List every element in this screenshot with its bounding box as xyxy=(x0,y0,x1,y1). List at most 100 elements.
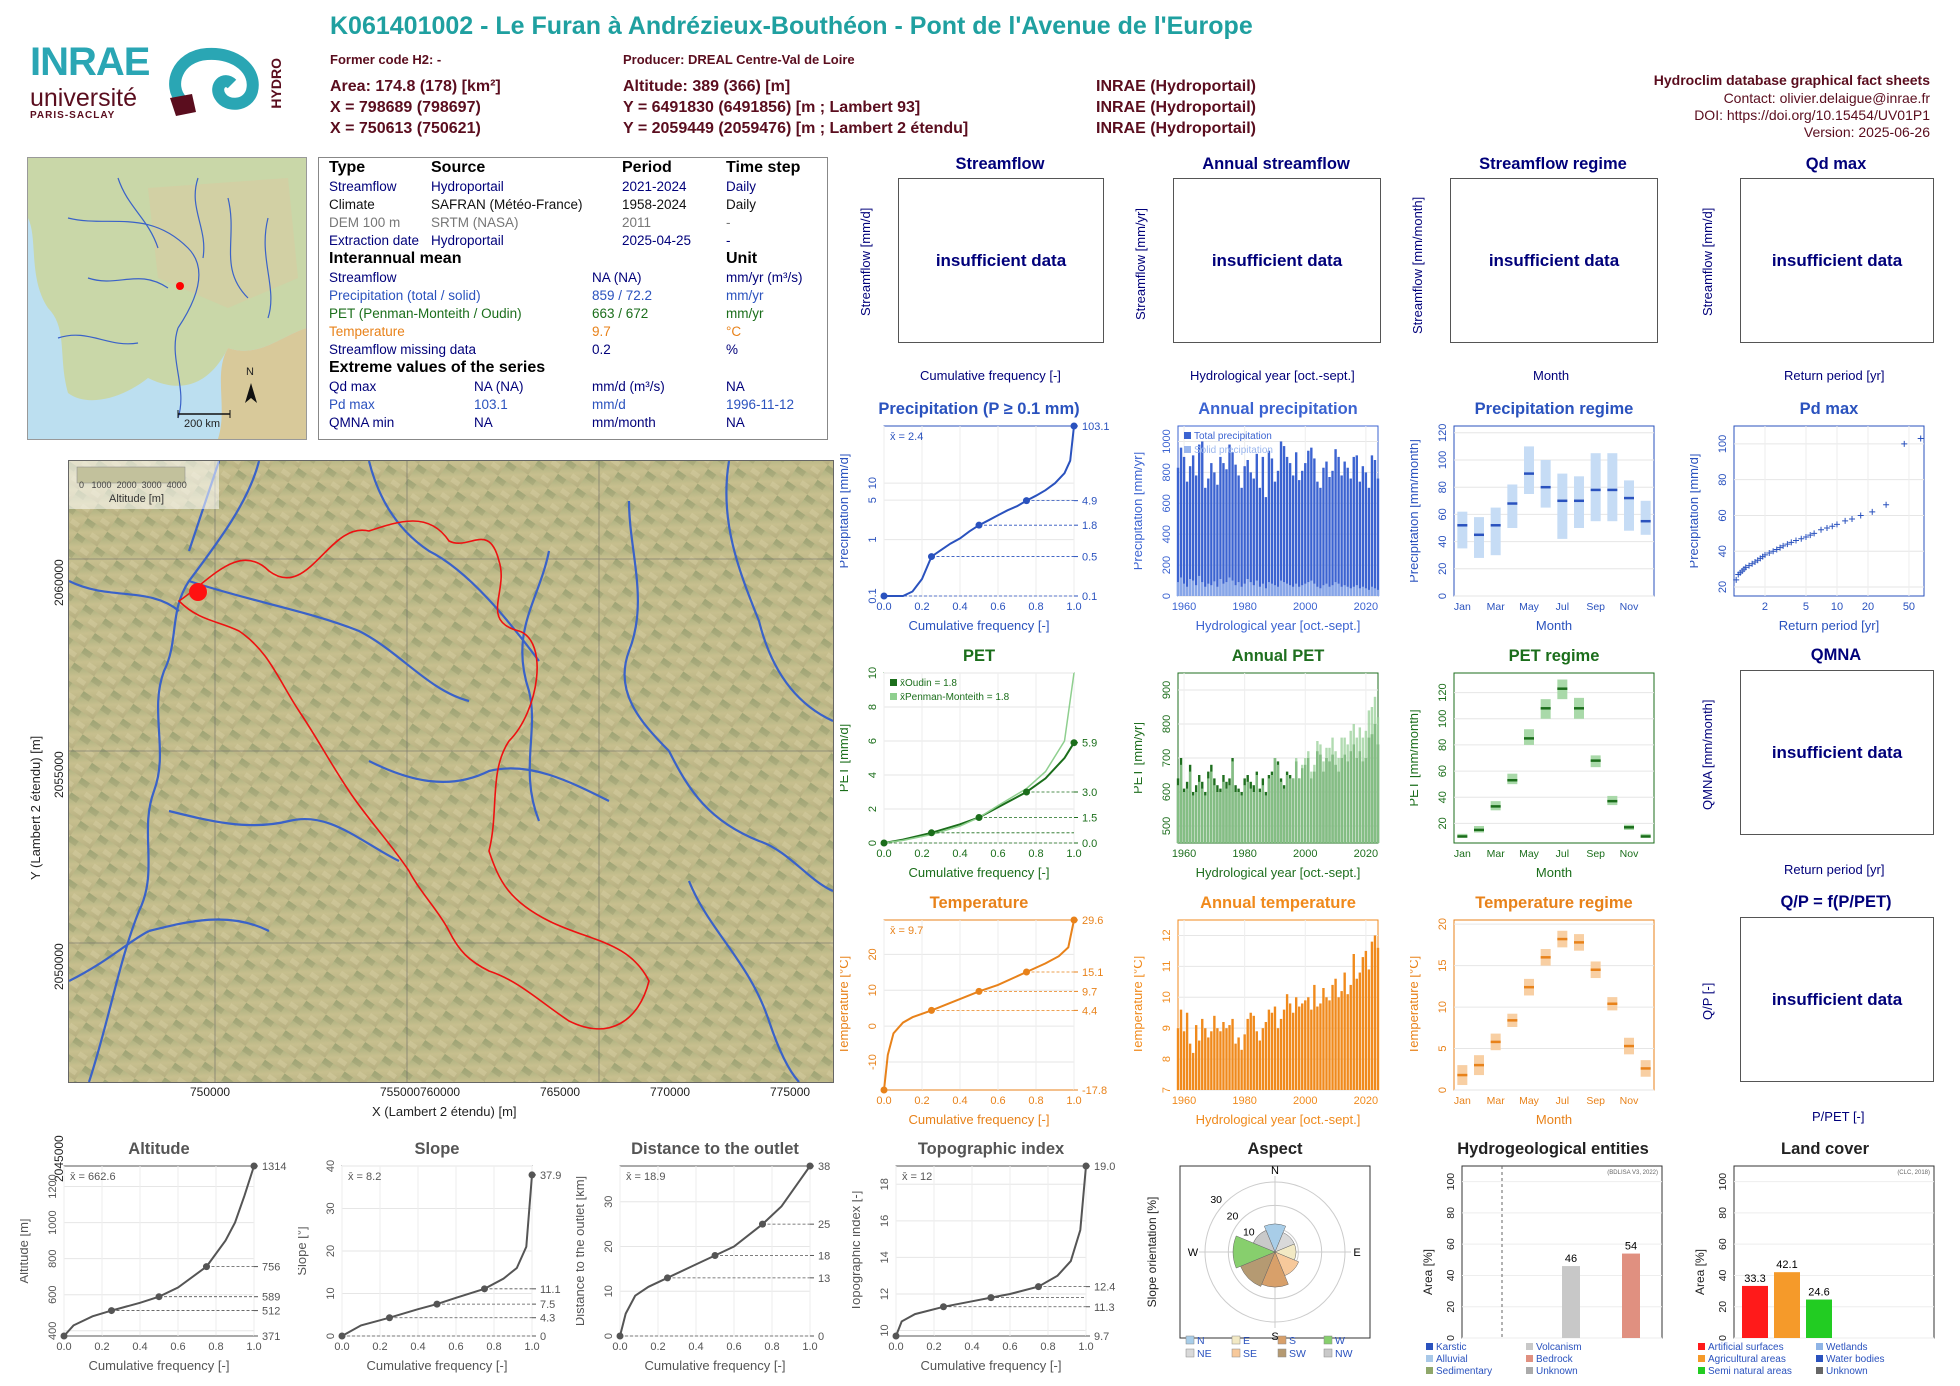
quantile-point xyxy=(928,553,935,561)
y-tick-label: 0 xyxy=(1161,593,1173,599)
bar xyxy=(1210,463,1213,596)
cell: 2011 xyxy=(622,215,652,230)
x-tick-label: 0.0 xyxy=(876,848,891,860)
bar xyxy=(1364,730,1368,843)
bar xyxy=(1261,785,1265,843)
bar xyxy=(1285,583,1289,596)
bar xyxy=(1252,1015,1255,1090)
bar xyxy=(1279,1018,1283,1090)
x-tick-label: Mar xyxy=(1487,1095,1506,1107)
bar xyxy=(1258,586,1262,596)
bar xyxy=(1294,758,1298,843)
bar xyxy=(1198,444,1201,596)
x-tick-label: Mar xyxy=(1487,601,1506,613)
data-point xyxy=(1742,564,1749,571)
bar xyxy=(1246,781,1249,843)
y-tick-label: 40 xyxy=(1437,535,1449,547)
x-tick-label: 0.6 xyxy=(990,848,1005,860)
bar xyxy=(1198,1040,1201,1090)
bar xyxy=(1279,781,1283,843)
x-tick-label: 0.0 xyxy=(56,1341,71,1353)
y-axis-label: Temperature [°C] xyxy=(1410,956,1421,1054)
y-tick-label: 0 xyxy=(867,1023,879,1029)
x-tick-label: 0.0 xyxy=(876,1095,891,1107)
map-xlabel: X (Lambert 2 étendu) [m] xyxy=(372,1104,517,1119)
bar xyxy=(1222,1022,1225,1090)
y-axis-label: Temperature [°C] xyxy=(840,956,851,1054)
legend-label: x̄Oudin = 1.8 xyxy=(900,678,957,689)
y-axis-label: Altitude [m] xyxy=(20,1218,31,1283)
bar xyxy=(1210,771,1213,843)
data-point xyxy=(1788,539,1795,546)
bar xyxy=(1319,744,1322,843)
legend-label: Sedimentary xyxy=(1436,1366,1492,1377)
y-tick-label: 120 xyxy=(1437,683,1449,701)
y-tick-label: 20 xyxy=(1717,1301,1729,1313)
right-quantile-label: 9.7 xyxy=(1094,1331,1109,1343)
qp-xlabel: P/PET [-] xyxy=(1812,1109,1865,1124)
quantile-point xyxy=(928,1006,935,1014)
bar xyxy=(1313,984,1316,1090)
source-1: INRAE (Hydroportail) xyxy=(1096,78,1256,95)
y-tick-label: 40 xyxy=(1717,545,1729,557)
legend-label: W xyxy=(1335,1335,1345,1347)
bar xyxy=(1285,456,1289,596)
y-tick-label: 80 xyxy=(1437,739,1449,751)
y-tick-label: 1200 xyxy=(47,1174,59,1198)
universite-logo: université xyxy=(30,84,137,112)
pet-duration-chart: PET Cumulative frequency [-] PET [mm/d] 0 2 4… xyxy=(840,647,1097,880)
bar xyxy=(1231,452,1234,596)
bar xyxy=(1301,470,1304,596)
bar xyxy=(1376,717,1380,843)
bar xyxy=(1225,582,1228,596)
catchment-map: 0 1000 2000 3000 4000 Altitude [m] xyxy=(68,460,834,1083)
x-tick-label: 0.4 xyxy=(688,1341,703,1353)
y-tick-label: 14 xyxy=(879,1251,891,1263)
bar xyxy=(1376,589,1380,596)
right-quantile-label: 11.1 xyxy=(540,1284,561,1296)
bar xyxy=(1328,1000,1331,1090)
mean-label: x̄ = 18.9 xyxy=(626,1171,665,1183)
bar xyxy=(1742,1285,1768,1338)
x-tick-label: Sep xyxy=(1586,848,1605,860)
bar xyxy=(1194,1025,1198,1090)
y-tick-label: 7 xyxy=(1161,1087,1173,1093)
y-tick-label: 100 xyxy=(1717,1173,1729,1191)
data-point xyxy=(1849,516,1856,523)
y-axis-label: Slope orientation [%] xyxy=(1145,1197,1159,1308)
chart-title: PET xyxy=(963,647,995,665)
bar xyxy=(1349,588,1352,596)
x-axis-label: Cumulative frequency [-] xyxy=(645,1358,786,1373)
cell: % xyxy=(726,342,739,357)
regime-box xyxy=(1490,507,1501,556)
bar xyxy=(1340,737,1343,843)
legend-swatch xyxy=(1816,1367,1823,1374)
bar xyxy=(1188,466,1192,596)
x-tick-label: 0.6 xyxy=(990,601,1005,613)
bar xyxy=(1349,730,1352,843)
y-tick-label: 60 xyxy=(1437,508,1449,520)
legend-swatch xyxy=(1426,1355,1433,1362)
y-tick-label: 6 xyxy=(867,738,879,744)
extreme-header: Extreme values of the series xyxy=(329,359,546,376)
compass-label: E xyxy=(1353,1247,1360,1259)
bar xyxy=(1264,588,1268,596)
bar xyxy=(1210,585,1213,596)
bar xyxy=(1364,472,1368,596)
bar xyxy=(1234,1043,1237,1090)
y-tick-label: 80 xyxy=(1445,1207,1457,1219)
x-tick-label: 0.4 xyxy=(410,1341,425,1353)
bar xyxy=(1373,588,1377,596)
bar xyxy=(1276,1028,1280,1090)
bar xyxy=(1179,764,1183,843)
bar xyxy=(1376,478,1380,596)
x-tick-label: Sep xyxy=(1586,1095,1605,1107)
x-tick-label: 1.0 xyxy=(1066,1095,1081,1107)
x-axis-label: Cumulative frequency [-] xyxy=(921,1358,1062,1373)
x-tick-label: 0.8 xyxy=(1028,601,1043,613)
bar xyxy=(1352,724,1355,843)
qmna-ylabel: QMNA [mm/month] xyxy=(1700,699,1715,810)
chart-title: Annual PET xyxy=(1232,647,1325,665)
y-tick-label: 10 xyxy=(1161,991,1173,1003)
series-line xyxy=(619,1165,811,1337)
